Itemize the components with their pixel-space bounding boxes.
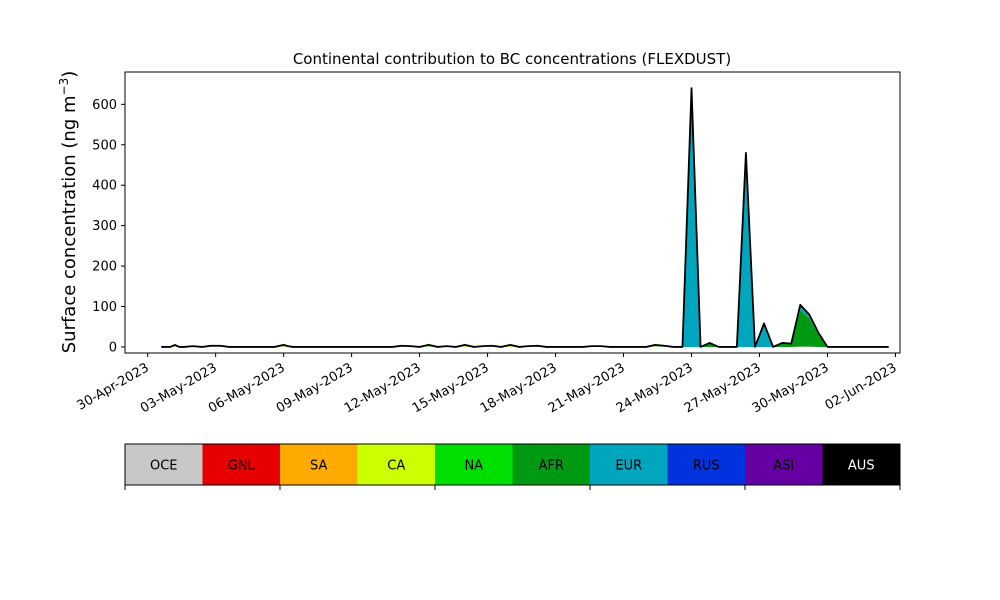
- x-tick-label: 02-Jun-2023: [823, 360, 900, 413]
- y-axis-label: Surface concentration (ng m−3): [57, 71, 80, 354]
- area-series-eur: [161, 104, 889, 347]
- area-series-aus: [161, 88, 889, 347]
- legend-swatch-eur: [590, 444, 668, 485]
- y-axis-label-superscript: −3: [57, 78, 71, 96]
- x-tick-label: 21-May-2023: [546, 360, 628, 416]
- y-tick-label: 300: [92, 219, 117, 234]
- y-tick-label: 100: [92, 300, 117, 315]
- legend-label-gnl: GNL: [228, 459, 256, 474]
- x-tick-label: 12-May-2023: [342, 360, 424, 416]
- legend-label-aus: AUS: [848, 459, 875, 474]
- legend-swatch-asi: [745, 444, 823, 485]
- legend-label-rus: RUS: [693, 459, 720, 474]
- plot-frame: [124, 71, 901, 354]
- legend: OCE GNL SA CA NA AFR EUR RUS ASI AUS: [124, 443, 901, 490]
- legend-label-oce: OCE: [150, 459, 178, 474]
- x-tick-label: 30-May-2023: [750, 360, 832, 416]
- legend-swatch-sa: [280, 444, 358, 485]
- y-tick-label: 500: [92, 138, 117, 153]
- legend-swatch-aus: [822, 444, 900, 485]
- legend-label-asi: ASI: [773, 459, 794, 474]
- legend-swatch-na: [435, 444, 513, 485]
- x-tick-label: 03-May-2023: [138, 360, 220, 416]
- y-axis-label-close: ): [59, 71, 80, 78]
- legend-swatch-afr: [512, 444, 590, 485]
- y-tick-label: 0: [109, 340, 117, 355]
- chart-title: Continental contribution to BC concentra…: [293, 50, 731, 68]
- y-axis-label-main: Surface concentration (ng m: [59, 95, 80, 353]
- legend-label-afr: AFR: [539, 459, 564, 474]
- x-tick-label: 06-May-2023: [206, 360, 288, 416]
- y-tick-label: 600: [92, 98, 117, 113]
- area-series-rus: [161, 92, 889, 347]
- legend-swatch-ca: [357, 444, 435, 485]
- legend-swatch-rus: [667, 444, 745, 485]
- x-tick-label: 24-May-2023: [614, 360, 696, 416]
- legend-label-sa: SA: [310, 459, 327, 474]
- x-tick-label: 27-May-2023: [682, 360, 764, 416]
- x-tick-label: 15-May-2023: [410, 360, 492, 416]
- legend-swatch-oce: [125, 444, 203, 485]
- x-tick-label: 09-May-2023: [274, 360, 356, 416]
- x-tick-label: 18-May-2023: [478, 360, 560, 416]
- y-tick-label: 400: [92, 179, 117, 194]
- area-series-afr: [161, 310, 889, 347]
- legend-frame: [124, 443, 901, 486]
- legend-label-ca: CA: [387, 459, 405, 474]
- legend-label-eur: EUR: [615, 459, 642, 474]
- y-tick-label: 200: [92, 260, 117, 275]
- total-line: [161, 87, 889, 348]
- plot-area: 010020030040050060030-Apr-202303-May-202…: [75, 71, 901, 416]
- area-series-asi: [161, 88, 889, 347]
- legend-swatch-gnl: [202, 444, 280, 485]
- legend-label-na: NA: [464, 459, 483, 474]
